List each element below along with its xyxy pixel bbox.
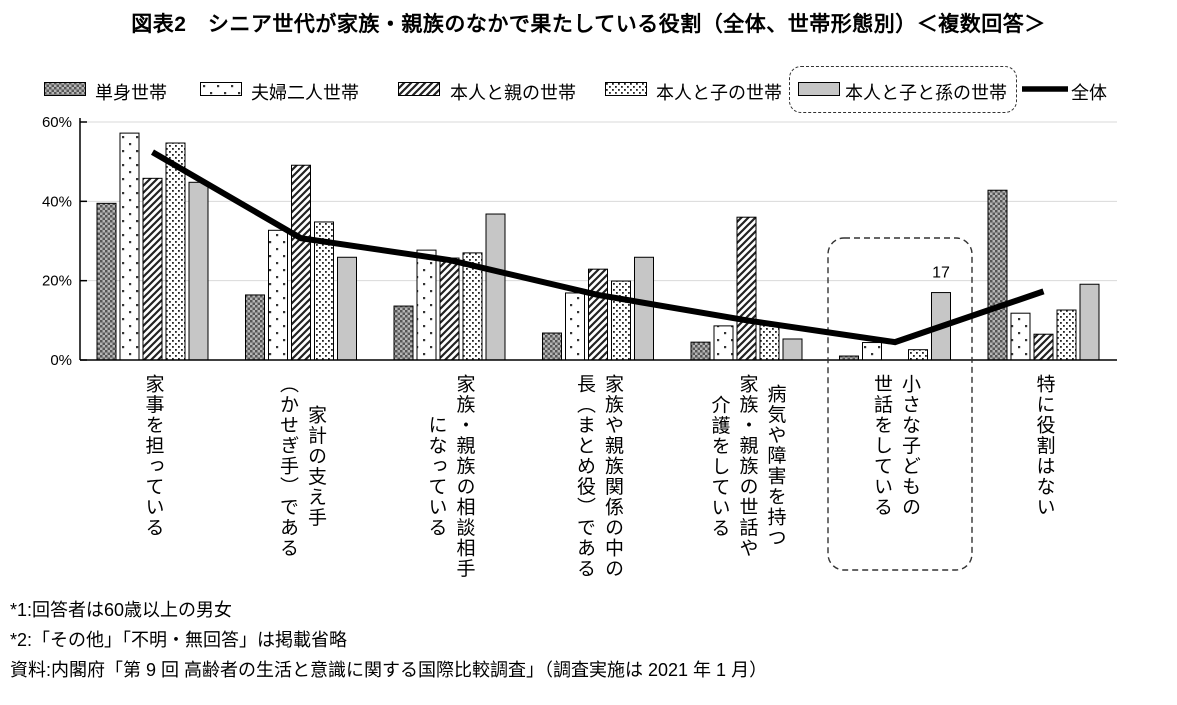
- legend-label-本人と子の世帯: 本人と子の世帯: [656, 83, 782, 103]
- highlight-dashed-box: [827, 237, 973, 571]
- footnote-source: 資料:内閣府「第 9 回 高齢者の生活と意識に関する国際比較調査」（調査実施は …: [10, 660, 768, 680]
- x-label-4: 病気や障害を持つ 家族・親族の世話や 介護をしている: [708, 374, 786, 559]
- legend-swatch-全体: [1022, 82, 1068, 96]
- legend: 単身世帯 夫婦二人世帯 本人と親の世帯 本人と子の世帯 本人と子と孫の世帯 全体: [0, 0, 1177, 120]
- legend-swatch-本人と子の世帯: [605, 82, 647, 96]
- legend-label-本人と子と孫の世帯: 本人と子と孫の世帯: [845, 83, 1007, 103]
- legend-swatch-本人と子と孫の世帯: [798, 82, 840, 96]
- legend-label-単身世帯: 単身世帯: [95, 83, 167, 103]
- legend-swatch-単身世帯: [44, 82, 86, 96]
- y-tick-label: 0%: [50, 352, 72, 369]
- overall-line: [150, 149, 1045, 346]
- y-tick-label: 20%: [42, 273, 72, 290]
- x-label-3: 家族や親族関係の中の 長（まとめ役）である: [574, 374, 623, 579]
- x-label-1: 家計の支え手 （かせぎ手）である: [277, 374, 326, 559]
- legend-label-本人と親の世帯: 本人と親の世帯: [450, 83, 576, 103]
- y-tick-label: 40%: [42, 193, 72, 210]
- y-tick-label: 60%: [42, 114, 72, 131]
- legend-highlight-dashed-box: [789, 66, 1017, 113]
- legend-label-夫婦二人世帯: 夫婦二人世帯: [251, 83, 359, 103]
- x-label-6: 特に役割はない: [1033, 374, 1055, 518]
- x-label-2: 家族・親族の相談相手 になっている: [425, 374, 475, 579]
- chart-title: 図表2 シニア世代が家族・親族のなかで果たしている役割（全体、世帯形態別）＜複数…: [131, 13, 1046, 36]
- legend-swatch-夫婦二人世帯: [200, 82, 242, 96]
- footnote-2: *2:「その他」「不明・無回答」は掲載省略: [10, 630, 348, 650]
- x-label-5: 小さな子どもの 世話をしている: [871, 374, 920, 518]
- legend-swatch-本人と親の世帯: [398, 82, 440, 96]
- x-label-0: 家事を担っている: [142, 374, 164, 538]
- legend-label-全体: 全体: [1071, 83, 1107, 103]
- bar-value-label: 17: [932, 265, 950, 282]
- footnote-1: *1:回答者は60歳以上の男女: [10, 600, 233, 620]
